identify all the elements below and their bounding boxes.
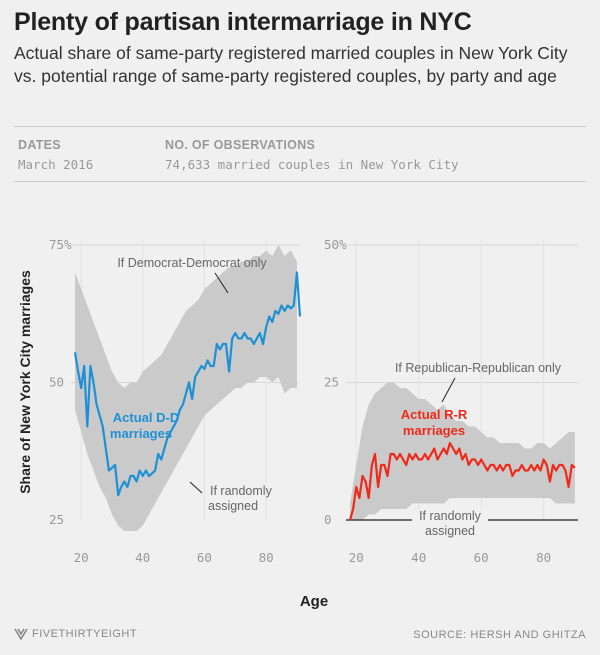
x-tick-label: 20	[349, 550, 364, 565]
annotation-leader-line	[214, 272, 229, 294]
x-tick-label: 40	[135, 550, 150, 565]
annotation-dem-random-line2: assigned	[208, 499, 258, 513]
source-credit: SOURCE: HERSH AND GHITZA	[413, 629, 586, 641]
y-tick-label: 25	[324, 375, 339, 390]
x-tick-label: 20	[74, 550, 89, 565]
annotation-rep-random-line1: If randomly	[419, 509, 482, 523]
x-tick-label: 60	[197, 550, 212, 565]
series-label-rep-line2: marriages	[403, 423, 465, 438]
y-axis-title: Share of New York City marriages	[17, 270, 33, 494]
x-tick-label: 60	[474, 550, 489, 565]
series-label-rep-line1: Actual R-R	[401, 407, 468, 422]
potential-range-band	[350, 382, 575, 520]
dates-label: DATES	[18, 138, 61, 152]
meta-rule	[14, 181, 586, 182]
axis-titles: Share of New York City marriages Age	[17, 270, 328, 610]
observations-value: 74,633 married couples in New York City	[165, 157, 459, 172]
data-line-rep	[348, 441, 576, 521]
y-tick-label: 25	[49, 512, 64, 527]
y-tick-label: 50	[49, 375, 64, 390]
chart-title: Plenty of partisan intermarriage in NYC	[14, 8, 472, 36]
observations-label: NO. OF OBSERVATIONS	[165, 138, 316, 152]
top-rule	[14, 126, 586, 127]
x-tick-label: 40	[411, 550, 426, 565]
annotation-leader-line	[441, 377, 456, 403]
chart-area: 25 50 75% 20 40 60 80 If Democrat-Democrat only…	[17, 237, 578, 610]
y-tick-label: 75%	[49, 237, 72, 252]
annotation-dem-only: If Democrat-Democrat only	[117, 256, 267, 270]
logo-icon	[14, 628, 28, 640]
fivethirtyeight-logo: FIVETHIRTYEIGHT	[14, 628, 137, 640]
annotation-dem-random-line1: If randomly	[210, 484, 273, 498]
potential-range-band	[75, 245, 297, 531]
annotation-leader-line	[189, 481, 203, 494]
chart-subtitle: Actual share of same-party registered ma…	[14, 43, 568, 86]
y-tick-label: 50%	[324, 237, 347, 252]
x-tick-label: 80	[259, 550, 274, 565]
annotation-rep-only: If Republican-Republican only	[395, 361, 562, 375]
logo-text: FIVETHIRTYEIGHT	[32, 628, 138, 640]
republican-panel: 0 25 50% 20 40 60 80 If Republican-Republican o…	[324, 237, 578, 565]
y-tick-label: 0	[324, 512, 332, 527]
annotation-rep-random-line2: assigned	[425, 524, 475, 538]
series-label-dem-line2: marriages	[110, 426, 172, 441]
series-label-dem-line1: Actual D-D	[113, 410, 179, 425]
x-tick-label: 80	[536, 550, 551, 565]
data-line-dem	[73, 271, 302, 497]
dates-value: March 2016	[18, 157, 94, 172]
annotation-label-backdrop	[412, 510, 488, 538]
x-axis-title: Age	[300, 593, 328, 610]
democrat-panel: 25 50 75% 20 40 60 80 If Democrat-Democrat only…	[49, 237, 302, 565]
